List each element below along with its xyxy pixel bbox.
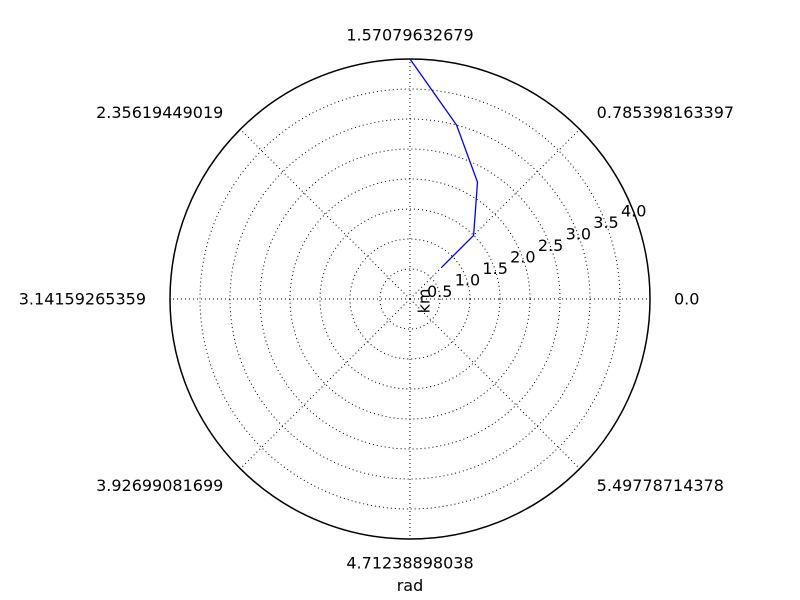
r-tick-label-2: 1.5 [482, 259, 507, 278]
r-tick-label-1: 1.0 [455, 271, 480, 290]
theta-unit-label: rad [397, 576, 424, 595]
theta-gridline-1 [409, 128, 581, 300]
r-tick-label-3: 2.0 [510, 248, 535, 267]
theta-tick-label-2: 1.57079632679 [346, 26, 473, 45]
r-unit-label: km [415, 289, 434, 314]
series-layer [409, 58, 479, 268]
r-tick-label-4: 2.5 [538, 236, 563, 255]
theta-tick-label-7: 5.49778714378 [597, 476, 724, 495]
theta-gridline-3 [239, 128, 411, 300]
grid-layer [170, 59, 650, 539]
r-gridline-0 [379, 268, 441, 330]
series-line-0 [409, 58, 479, 268]
r-gridline-6 [199, 88, 621, 510]
theta-tick-label-4: 3.14159265359 [19, 290, 146, 309]
r-tick-label-5: 3.0 [566, 225, 591, 244]
theta-gridline-5 [239, 298, 411, 470]
theta-gridline-7 [409, 298, 581, 470]
label-layer: 0.0 0.785398163397 1.57079632679 2.35619449… [19, 26, 734, 573]
theta-tick-label-5: 3.92699081699 [96, 476, 223, 495]
theta-tick-label-0: 0.0 [674, 290, 699, 309]
r-tick-label-7: 4.0 [621, 202, 646, 221]
theta-tick-label-3: 2.35619449019 [96, 103, 223, 122]
r-tick-label-0: 0.5 [427, 282, 452, 301]
theta-tick-label-6: 4.71238898038 [346, 554, 473, 573]
theta-tick-label-1: 0.785398163397 [597, 103, 734, 122]
r-gridline-2 [319, 208, 501, 390]
r-tick-label-6: 3.5 [593, 213, 618, 232]
r-gridline-4 [259, 148, 561, 450]
